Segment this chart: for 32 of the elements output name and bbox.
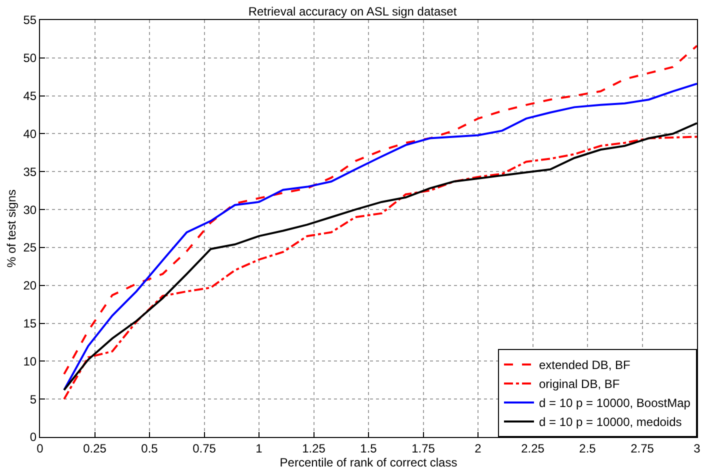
x-tick-label: 1.5 xyxy=(360,441,378,456)
legend-label: original DB, BF xyxy=(539,377,620,392)
y-tick-label: 40 xyxy=(23,126,37,141)
line-series xyxy=(63,44,697,376)
x-tick-label: 2 xyxy=(474,441,482,456)
y-tick-label: 15 xyxy=(23,316,37,330)
x-tick-label: 1.75 xyxy=(412,441,436,456)
x-tick-label: 0.25 xyxy=(83,441,107,456)
x-tick-label: 0.75 xyxy=(192,441,216,456)
y-tick-label: 25 xyxy=(23,240,37,255)
legend-label: d = 10 p = 10000, BoostMap xyxy=(539,396,691,410)
y-tick-label: 45 xyxy=(23,89,37,104)
x-tick-label: 0.5 xyxy=(141,441,158,456)
y-axis-title: % of test signs xyxy=(4,189,19,268)
legend-label: extended DB, BF xyxy=(539,358,630,372)
y-tick-label: 55 xyxy=(23,13,37,28)
y-tick-label: 50 xyxy=(23,51,37,66)
x-tick-label: 3 xyxy=(694,441,701,456)
y-tick-label: 20 xyxy=(23,278,37,293)
x-tick-label: 2.75 xyxy=(630,441,654,456)
legend-label: d = 10 p = 10000, medoids xyxy=(539,415,682,430)
y-tick-label: 10 xyxy=(23,354,37,368)
chart-title: Retrieval accuracy on ASL sign dataset xyxy=(248,4,458,18)
x-tick-label: 2.25 xyxy=(521,441,545,456)
y-tick-label: 0 xyxy=(30,430,37,444)
x-tick-label: 2.5 xyxy=(579,441,596,456)
x-tick-label: 1.25 xyxy=(302,441,326,456)
y-tick-label: 35 xyxy=(23,164,37,179)
y-tick-label: 5 xyxy=(30,392,37,406)
x-tick-label: 1 xyxy=(256,441,263,456)
x-axis-title: Percentile of rank of correct class xyxy=(280,455,458,470)
y-tick-label: 30 xyxy=(23,202,37,217)
